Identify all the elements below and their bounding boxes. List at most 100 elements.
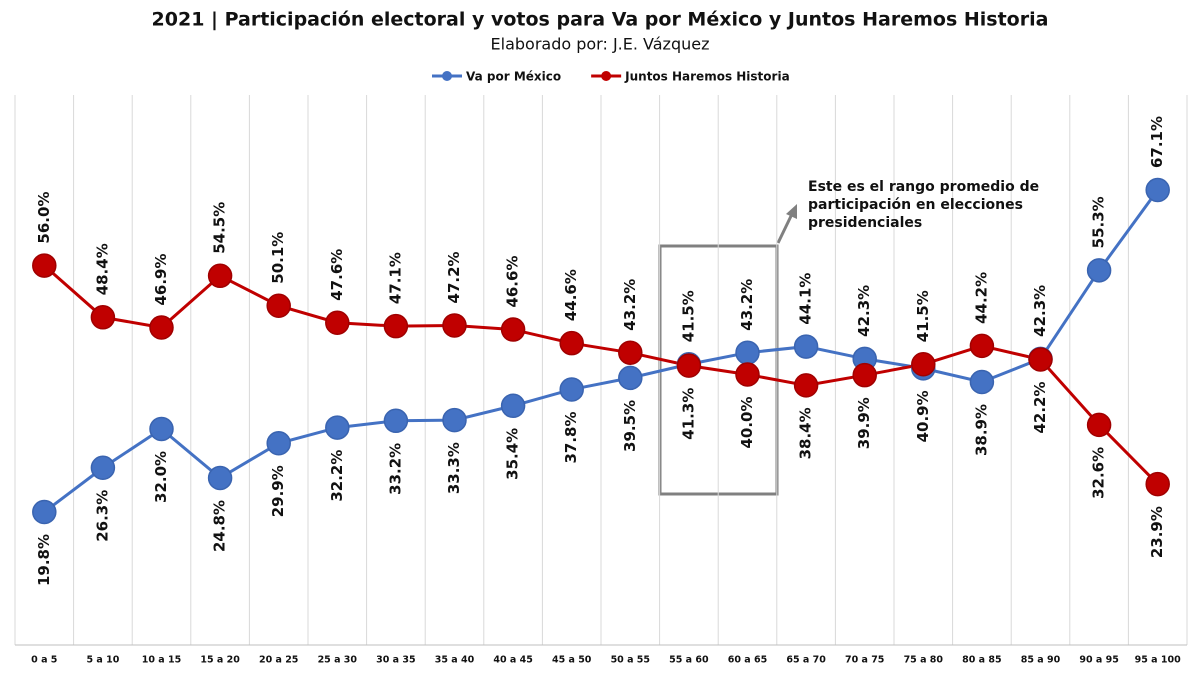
- value-label: 54.5%: [211, 202, 229, 254]
- value-label: 42.3%: [855, 285, 873, 337]
- marker: [149, 416, 174, 442]
- marker: [32, 253, 57, 278]
- value-label: 41.5%: [914, 290, 932, 342]
- value-label: 42.3%: [1031, 285, 1049, 337]
- value-label: 33.3%: [445, 442, 463, 494]
- marker: [207, 465, 233, 491]
- value-label: 47.6%: [328, 249, 346, 301]
- value-label: 33.2%: [386, 443, 404, 495]
- marker: [90, 455, 116, 481]
- marker: [1145, 177, 1170, 203]
- x-tick-label: 25 a 30: [318, 655, 358, 666]
- value-label: 38.4%: [797, 407, 815, 459]
- x-tick-label: 55 a 60: [669, 655, 709, 666]
- marker: [90, 305, 116, 330]
- value-label: 44.6%: [562, 269, 580, 321]
- arrow-head: [786, 204, 797, 219]
- marker: [383, 408, 409, 434]
- x-tick-label: 5 a 10: [86, 655, 119, 666]
- marker: [32, 499, 57, 525]
- marker: [500, 393, 526, 419]
- annotation: participación en elecciones: [808, 197, 1023, 213]
- x-tick-label: 60 a 65: [728, 655, 767, 666]
- value-label: 67.1%: [1148, 116, 1166, 168]
- marker: [266, 293, 291, 318]
- marker: [852, 362, 877, 388]
- marker: [969, 369, 995, 395]
- marker: [383, 313, 409, 339]
- marker: [325, 310, 350, 335]
- value-label: 19.8%: [35, 534, 53, 586]
- x-tick-label: 45 a 50: [552, 655, 592, 666]
- marker: [735, 340, 760, 365]
- marker: [559, 377, 584, 402]
- x-tick-label: 65 a 70: [786, 655, 826, 666]
- x-tick-label: 15 a 20: [200, 655, 240, 666]
- value-label: 46.9%: [152, 253, 170, 305]
- value-label: 48.4%: [93, 243, 111, 295]
- marker: [442, 313, 467, 338]
- marker: [676, 353, 702, 378]
- x-tick-label: 0 a 5: [31, 655, 57, 666]
- x-tick-label: 90 a 95: [1079, 655, 1118, 666]
- value-label: 47.2%: [445, 251, 463, 303]
- value-label: 35.4%: [504, 428, 522, 480]
- x-tick-label: 75 a 80: [904, 655, 944, 666]
- value-label: 32.6%: [1090, 447, 1108, 499]
- marker: [793, 373, 819, 398]
- value-label: 41.5%: [679, 290, 697, 342]
- value-label: 39.9%: [855, 397, 873, 449]
- value-label: 50.1%: [269, 232, 287, 284]
- marker: [1145, 471, 1170, 497]
- marker: [266, 430, 291, 456]
- marker: [325, 415, 350, 440]
- annotation: presidenciales: [808, 215, 922, 231]
- x-tick-label: 35 a 40: [435, 655, 475, 666]
- value-label: 44.2%: [972, 272, 990, 324]
- marker: [735, 362, 760, 387]
- value-label: 44.1%: [797, 273, 815, 325]
- value-label: 39.5%: [621, 400, 639, 452]
- value-label: 40.9%: [914, 390, 932, 442]
- x-tick-label: 40 a 45: [493, 655, 532, 666]
- marker: [793, 334, 819, 359]
- marker: [1028, 347, 1053, 372]
- legend-label: Juntos Haremos Historia: [624, 70, 790, 84]
- value-label: 47.1%: [386, 252, 404, 304]
- value-label: 40.0%: [738, 396, 756, 448]
- marker: [149, 315, 174, 340]
- value-label: 32.2%: [328, 450, 346, 502]
- marker: [500, 317, 526, 342]
- marker: [969, 333, 995, 359]
- x-tick-label: 50 a 55: [611, 655, 650, 666]
- value-label: 29.9%: [269, 465, 287, 517]
- chart-subtitle: Elaborado por: J.E. Vázquez: [491, 35, 710, 54]
- value-label: 32.0%: [152, 451, 170, 503]
- legend-marker: [601, 71, 612, 81]
- x-tick-label: 30 a 35: [376, 655, 415, 666]
- value-label: 24.8%: [211, 500, 229, 552]
- x-tick-label: 70 a 75: [845, 655, 884, 666]
- annotation-arrow: [776, 213, 794, 244]
- value-label: 46.6%: [504, 256, 522, 308]
- x-tick-label: 20 a 25: [259, 655, 298, 666]
- value-label: 41.3%: [679, 388, 697, 440]
- marker: [618, 340, 643, 365]
- marker: [207, 263, 233, 289]
- x-tick-label: 85 a 90: [1021, 655, 1061, 666]
- value-label: 37.8%: [562, 411, 580, 463]
- x-tick-label: 80 a 85: [962, 655, 1001, 666]
- marker: [618, 365, 643, 391]
- marker: [442, 407, 467, 433]
- value-label: 43.2%: [621, 279, 639, 331]
- marker: [911, 352, 936, 377]
- value-label: 56.0%: [35, 192, 53, 244]
- legend-marker: [442, 71, 452, 81]
- value-label: 23.9%: [1148, 506, 1166, 558]
- value-label: 42.2%: [1031, 382, 1049, 434]
- marker: [559, 330, 584, 356]
- marker: [1086, 412, 1112, 438]
- x-tick-label: 10 a 15: [142, 655, 181, 666]
- marker: [1086, 258, 1112, 283]
